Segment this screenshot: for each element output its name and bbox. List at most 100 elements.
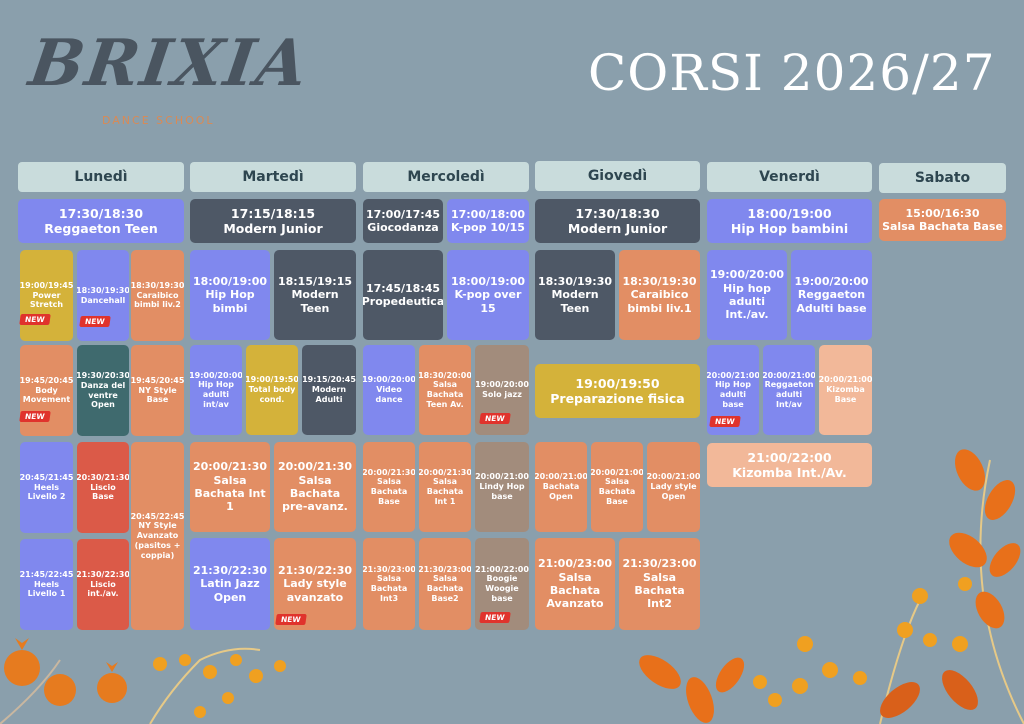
class-card[interactable]: 20:00/21:00 Salsa Bachata Base [591,442,643,532]
class-time: 18:30/19:30 [622,274,697,288]
class-time: 17:15/18:15 [230,205,316,221]
class-card[interactable]: 20:30/21:30 Liscio Base [77,442,129,533]
class-card[interactable]: 20:00/21:00 Reggaeton adulti Int/av [763,345,815,435]
class-card[interactable]: 18:30/19:30 Dancehall [77,250,129,341]
class-card[interactable]: 19:45/20:45 NY Style Base [131,345,184,436]
new-badge: NEW [479,612,511,623]
class-name: Danza del ventre Open [80,380,126,410]
class-card[interactable]: 20:45/21:45 Heels Livello 2 [20,442,73,533]
class-card[interactable]: 20:00/21:30 Salsa Bachata pre-avanz. [274,442,356,532]
class-card[interactable]: 21:00/22:00 Kizomba Int./Av. [707,443,872,487]
class-card[interactable]: 20:00/21:30 Salsa Bachata Int 1 [419,442,471,532]
class-card[interactable]: 18:00/19:00 K-pop over 15 [447,250,529,340]
class-card[interactable]: 17:30/18:30 Modern Junior [535,199,700,243]
class-card[interactable]: 20:00/21:00 Kizomba Base [819,345,872,435]
class-card[interactable]: 18:30/19:30 Caraibico bimbi liv.2 [131,250,184,341]
class-card[interactable]: 18:30/19:30 Modern Teen [535,250,615,340]
class-card[interactable]: 19:00/20:00 Hip hop adulti Int./av. [707,250,787,340]
class-time: 19:00/20:00 [190,370,242,380]
class-card[interactable]: 18:30/20:00 Salsa Bachata Teen Av. [419,345,471,435]
class-name: Salsa Bachata Int3 [370,574,408,603]
class-card[interactable]: 15:00/16:30 Salsa Bachata Base [879,199,1006,241]
class-card[interactable]: 19:15/20:45 Modern Adulti [302,345,356,435]
class-name: Heels Livello 2 [27,482,66,502]
class-time: 19:00/19:50 [246,375,298,385]
class-time: 21:30/23:00 [419,564,471,574]
class-card[interactable]: 18:30/19:30 Caraibico bimbi liv.1 [619,250,700,340]
class-card[interactable]: 18:15/19:15 Modern Teen [274,250,356,340]
class-card[interactable]: 20:00/21:00 Lindy Hop base [475,442,529,532]
class-time: 21:30/22:30 [77,569,129,579]
class-name: Solo jazz [482,390,522,399]
class-time: 17:00/18:00 [450,207,526,221]
class-card[interactable]: 19:00/20:00 Hip Hop adulti int/av [190,345,242,435]
class-card[interactable]: 17:15/18:15 Modern Junior [190,199,356,243]
class-card[interactable]: 18:00/19:00 Hip Hop bambini [707,199,872,243]
class-name: Liscio Base [90,482,116,502]
class-name: Salsa Bachata Base [598,477,636,506]
new-badge: NEW [479,413,511,424]
class-card[interactable]: 19:45/20:45 Body Movement [20,345,73,436]
class-name: Body Movement [22,385,71,405]
new-badge: NEW [19,314,51,325]
class-card[interactable]: 19:00/20:00 Video dance [363,345,415,435]
class-card[interactable]: 20:45/22:45 NY Style Avanzato (pasitos + … [131,442,184,630]
class-card[interactable]: 21:30/22:30 Latin Jazz Open [190,538,270,630]
class-card[interactable]: 19:00/19:50 Total body cond. [246,345,298,435]
class-card[interactable]: 20:00/21:00 Lady style Open [647,442,700,532]
class-name: Modern Teen [291,288,339,315]
class-card[interactable]: 19:00/19:50 Preparazione fisica [535,364,700,418]
class-name: Boogie Woogie base [485,574,519,603]
class-time: 19:45/20:45 [20,375,73,385]
class-card[interactable]: 20:00/21:30 Salsa Bachata Int 1 [190,442,270,532]
class-card[interactable]: 20:00/21:30 Salsa Bachata Base [363,442,415,532]
new-badge: NEW [79,316,111,327]
class-name: Salsa Bachata Teen Av. [426,380,464,409]
class-card[interactable]: 17:00/18:00 K-pop 10/15 [447,199,529,243]
class-card[interactable]: 21:30/23:00 Salsa Bachata Int2 [619,538,700,630]
class-time: 17:30/18:30 [58,205,144,221]
class-name: Reggaeton Adulti base [796,288,867,315]
class-time: 20:00/21:00 [819,375,872,385]
class-time: 19:00/19:45 [20,280,73,290]
class-name: Preparazione fisica [550,391,685,406]
class-name: Lady style avanzato [283,577,347,604]
class-card[interactable]: 19:00/19:45 Power Stretch [20,250,73,341]
class-name: Hip Hop adulti base [715,380,751,409]
class-card[interactable]: 17:30/18:30 Reggaeton Teen [18,199,184,243]
class-card[interactable]: 21:30/22:30 Liscio int./av. [77,539,129,630]
class-name: Latin Jazz Open [200,577,260,604]
class-card[interactable]: 19:00/20:00 Reggaeton Adulti base [791,250,872,340]
class-card[interactable]: 17:00/17:45 Giocodanza [363,199,443,243]
day-header-mercoledi: Mercoledì [363,162,529,192]
class-name: Modern Teen [551,288,599,315]
class-name: Kizomba Base [826,385,865,404]
class-time: 20:00/21:00 [647,472,700,482]
class-time: 19:15/20:45 [302,375,356,385]
class-time: 20:00/21:30 [363,467,415,477]
leaves-bottom-left-decoration [0,638,286,724]
class-name: NY Style Avanzato (pasitos + coppia) [134,521,181,560]
class-card[interactable]: 18:00/19:00 Hip Hop bimbi [190,250,270,340]
class-name: NY Style Base [138,385,177,405]
class-card[interactable]: 17:45/18:45 Propedeutica [363,250,443,340]
class-card[interactable]: 21:30/23:00 Salsa Bachata Base2 [419,538,471,630]
class-name: Salsa Bachata Base [882,220,1003,233]
class-time: 20:00/21:00 [535,472,587,482]
class-card[interactable]: 21:45/22:45 Heels Livello 1 [20,539,73,630]
class-time: 18:30/19:30 [77,285,129,295]
class-name: Hip Hop bimbi [205,288,255,315]
class-name: Salsa Bachata Int2 [634,570,685,611]
class-card[interactable]: 21:30/23:00 Salsa Bachata Int3 [363,538,415,630]
class-time: 20:00/21:00 [763,370,815,380]
leaves-bottom-right-decoration [639,449,1024,724]
class-card[interactable]: 19:30/20:30 Danza del ventre Open [77,345,129,436]
class-time: 20:00/21:00 [707,370,759,380]
class-time: 21:00/23:00 [537,557,613,571]
class-name: Modern Junior [223,221,323,236]
class-time: 21:30/22:30 [192,563,268,577]
class-time: 20:00/21:30 [192,460,268,474]
class-card[interactable]: 20:00/21:00 Bachata Open [535,442,587,532]
class-time: 19:00/20:00 [363,375,415,385]
class-card[interactable]: 21:00/23:00 Salsa Bachata Avanzato [535,538,615,630]
